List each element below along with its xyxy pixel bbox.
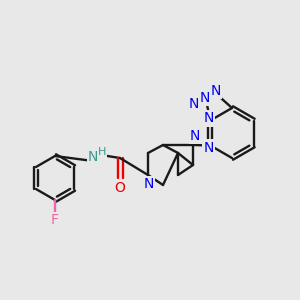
- Text: N: N: [88, 150, 98, 164]
- Text: N: N: [210, 84, 220, 98]
- Text: N: N: [189, 97, 199, 111]
- Text: F: F: [51, 213, 59, 227]
- Text: O: O: [115, 181, 125, 195]
- Text: N: N: [203, 140, 214, 154]
- Text: N: N: [203, 112, 214, 125]
- Text: N: N: [144, 177, 154, 191]
- Text: N: N: [190, 129, 200, 143]
- Text: N: N: [200, 91, 210, 105]
- Text: H: H: [98, 147, 106, 157]
